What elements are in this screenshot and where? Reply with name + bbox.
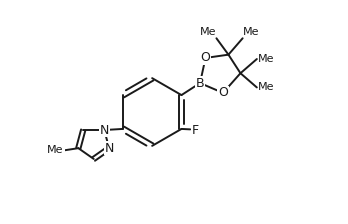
Text: Me: Me xyxy=(243,26,259,37)
Text: Me: Me xyxy=(258,82,275,93)
Text: Me: Me xyxy=(258,54,275,64)
Text: Me: Me xyxy=(47,145,63,155)
Text: N: N xyxy=(104,142,114,155)
Text: F: F xyxy=(192,123,199,136)
Text: B: B xyxy=(196,77,204,90)
Text: N: N xyxy=(100,123,109,136)
Text: Me: Me xyxy=(200,26,216,37)
Text: O: O xyxy=(200,52,211,65)
Text: O: O xyxy=(218,86,228,99)
